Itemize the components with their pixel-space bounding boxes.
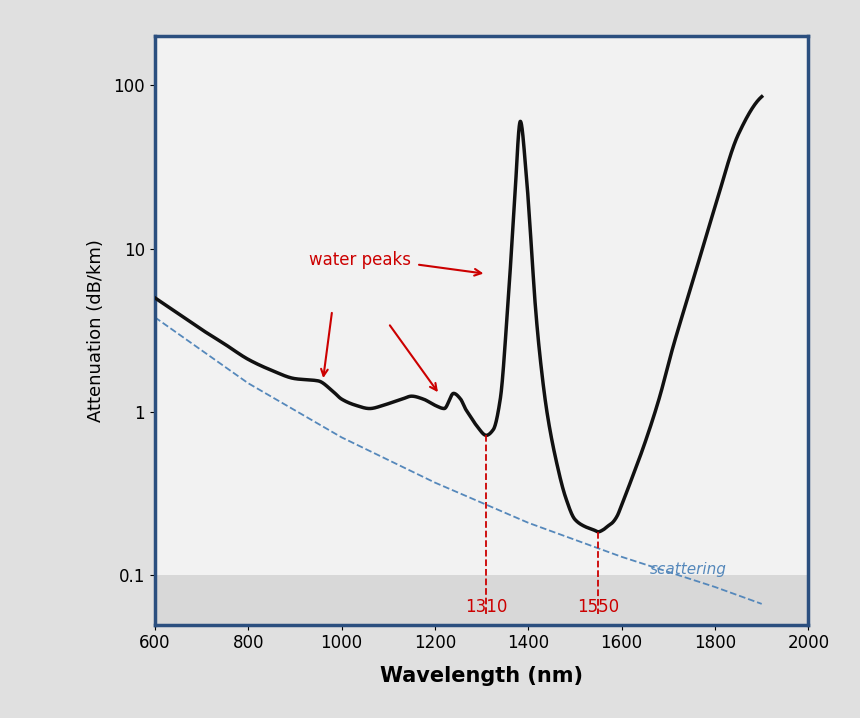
Text: scattering: scattering <box>649 562 727 577</box>
Bar <box>155 575 808 625</box>
Text: 1310: 1310 <box>465 598 507 616</box>
Text: water peaks: water peaks <box>310 251 411 269</box>
Y-axis label: Attenuation (dB/km): Attenuation (dB/km) <box>87 239 105 421</box>
Text: 1550: 1550 <box>577 598 619 616</box>
X-axis label: Wavelength (nm): Wavelength (nm) <box>380 666 583 686</box>
